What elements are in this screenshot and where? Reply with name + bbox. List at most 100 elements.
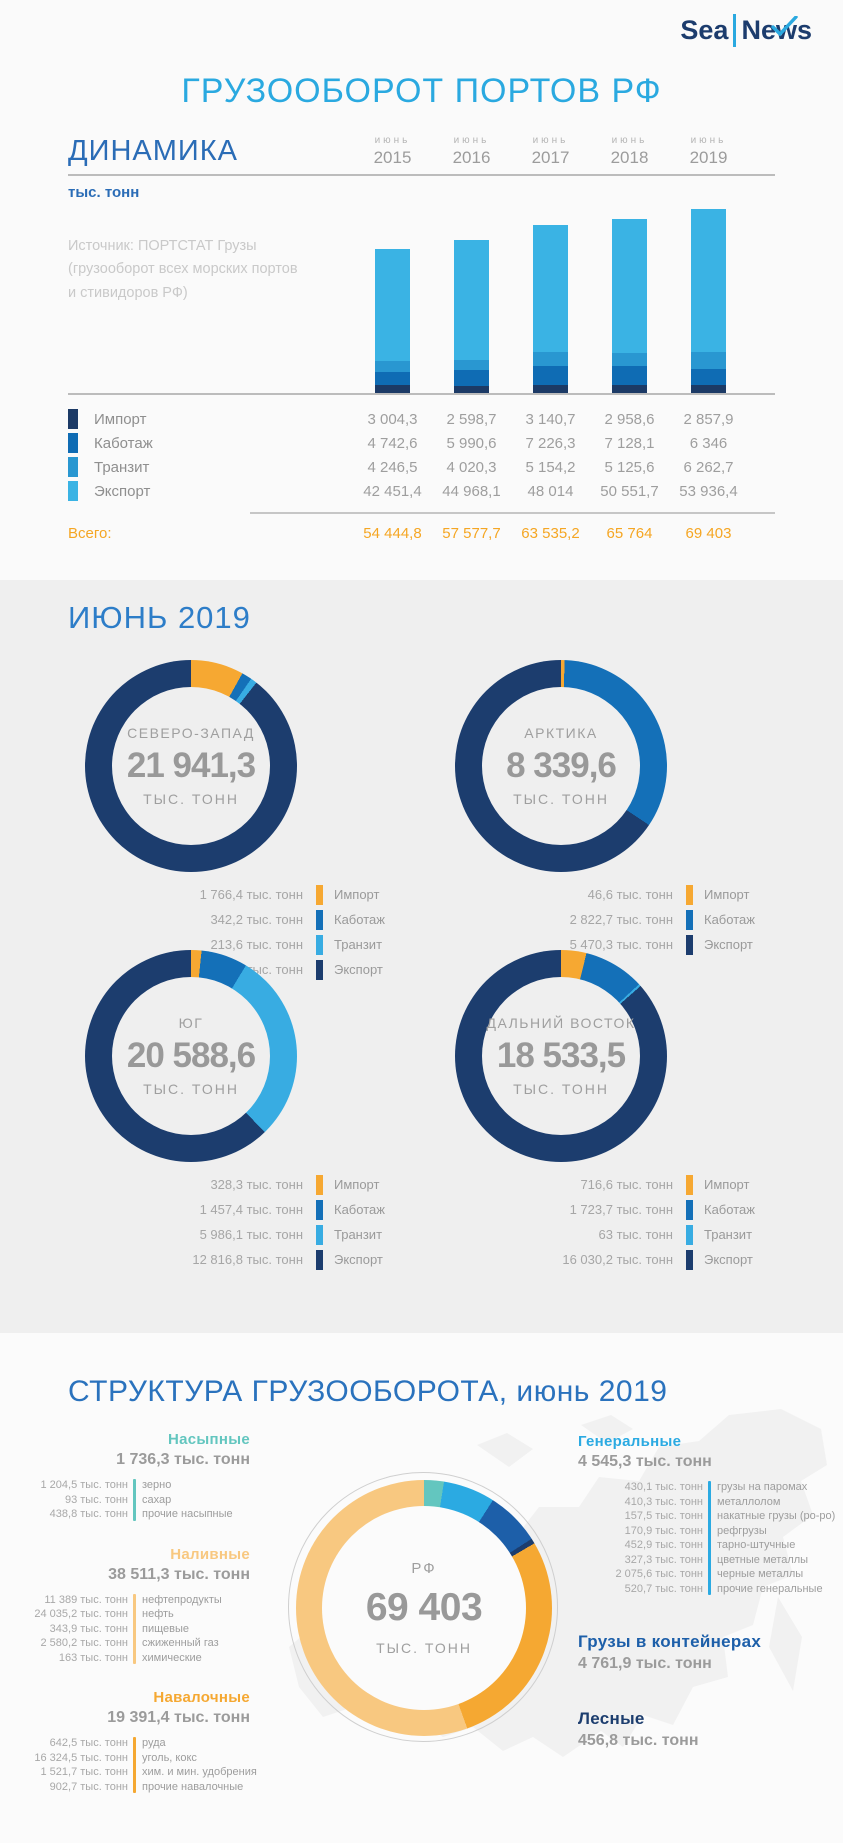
- year-header: июнь 2019: [669, 135, 748, 168]
- item-value: 16 324,5 тыс. тонн: [34, 1751, 128, 1764]
- series-value: 44 968,1: [442, 482, 501, 500]
- year-label: 2018: [610, 148, 649, 167]
- cargo-group: Лесные 456,8 тыс. тонн: [578, 1709, 843, 1750]
- rf-total: 69 403: [365, 1586, 483, 1629]
- series-value: 4 246,5: [367, 458, 418, 476]
- bar-segment-cabotage: [691, 368, 726, 386]
- dynamics-section: Sea News ГРУЗООБОРОТ ПОРТОВ РФ ДИНАМИКА …: [0, 0, 843, 580]
- series-value: 2 857,9: [683, 410, 734, 428]
- dynamics-table: Импорт 3 004,3 2 598,7 3 140,7 2 958,6 2 857,…: [68, 407, 775, 545]
- legend-value: 12 816,8 тыс. тонн: [192, 1252, 303, 1267]
- bar-segment-export: [454, 240, 489, 360]
- import-legend-swatch: [316, 1174, 323, 1195]
- table-row: Экспорт 42 451,4 44 968,1 48 014 50 551,7 53 …: [68, 479, 775, 503]
- table-row: Каботаж 4 742,6 5 990,6 7 226,3 7 128,1 6 346: [68, 431, 775, 455]
- region-legend: 46,6 тыс. тонн Импорт 2 822,7 тыс. тонн Каб…: [455, 882, 800, 957]
- logo-divider: [733, 14, 737, 47]
- group-total: 4 545,3 тыс. тонн: [578, 1453, 712, 1470]
- year-header: июнь 2017: [511, 135, 590, 168]
- region-unit-label: ТЫС. ТОНН: [143, 791, 239, 807]
- legend-label: Каботаж: [334, 1202, 385, 1217]
- rf-label: РФ: [411, 1560, 437, 1577]
- cabotage-legend-swatch: [686, 909, 693, 930]
- region-donut: СЕВЕРО-ЗАПАД 21 941,3 ТЫС. ТОНН: [85, 660, 297, 872]
- item-value: 2 075,6 тыс. тонн: [615, 1568, 704, 1580]
- export-legend-swatch: [686, 1249, 693, 1270]
- export-legend-swatch: [686, 934, 693, 955]
- item-value: 452,9 тыс. тонн: [624, 1539, 703, 1551]
- item-label: уголь, кокс: [142, 1751, 197, 1764]
- item-label: рефгрузы: [717, 1524, 767, 1537]
- totals-value: 69 403: [685, 524, 732, 542]
- item-label: цветные металлы: [717, 1553, 809, 1566]
- stacked-bar: [533, 224, 568, 393]
- legend-value: 1 766,4 тыс. тонн: [199, 887, 303, 902]
- item-label: химические: [142, 1651, 202, 1664]
- stacked-bar: [375, 248, 410, 393]
- cabotage-legend-swatch: [316, 909, 323, 930]
- item-value: 163 тыс. тонн: [58, 1651, 128, 1664]
- series-value: 5 125,6: [604, 458, 655, 476]
- item-value: 1 204,5 тыс. тонн: [40, 1479, 129, 1491]
- series-value: 2 598,7: [446, 410, 497, 428]
- legend-row: 1 766,4 тыс. тонн Импорт: [85, 882, 430, 907]
- logo-news: News: [741, 15, 812, 45]
- group-color-line: [708, 1481, 711, 1595]
- item-label: сахар: [142, 1493, 172, 1506]
- series-value: 4 020,3: [446, 458, 497, 476]
- bar-segment-import: [454, 386, 489, 393]
- group-total: 38 511,3 тыс. тонн: [108, 1565, 250, 1583]
- legend-label: Транзит: [704, 1227, 753, 1242]
- bar-segment-import: [533, 384, 568, 393]
- cargo-group: Наливные 38 511,3 тыс. тонн 11 389 тыс. то…: [0, 1546, 250, 1666]
- month-label: июнь: [453, 135, 490, 146]
- transit-legend-swatch: [68, 457, 78, 477]
- stacked-bar-chart: [353, 209, 748, 393]
- region-chart: ЮГ 20 588,6 ТЫС. ТОНН 328,3 тыс. тонн Импорт…: [85, 950, 430, 1272]
- month-label: июнь: [611, 135, 648, 146]
- legend-row: 213,6 тыс. тонн Транзит: [85, 932, 430, 957]
- export-legend-swatch: [316, 1249, 323, 1270]
- item-values: 430,1 тыс. тонн 410,3 тыс. тонн 157,5 тыс.…: [578, 1480, 704, 1596]
- legend-label: Экспорт: [704, 937, 753, 952]
- legend-row: 63 тыс. тонн Транзит: [455, 1222, 800, 1247]
- legend-row: 12 816,8 тыс. тонн Экспорт: [85, 1247, 430, 1272]
- item-value: 157,5 тыс. тонн: [624, 1510, 703, 1522]
- legend-label: Импорт: [334, 887, 380, 902]
- totals-value: 65 764: [606, 524, 653, 542]
- item-value: 2 580,2 тыс. тонн: [40, 1637, 129, 1649]
- group-total: 1 736,3 тыс. тонн: [116, 1451, 250, 1468]
- legend-value: 5 470,3 тыс. тонн: [569, 937, 673, 952]
- legend-value: 46,6 тыс. тонн: [587, 887, 673, 902]
- legend-row: 2 822,7 тыс. тонн Каботаж: [455, 907, 800, 932]
- item-label: прочие генеральные: [717, 1582, 823, 1595]
- cabotage-legend-swatch: [68, 433, 78, 453]
- legend-label: Транзит: [334, 1227, 383, 1242]
- region-unit-label: ТЫС. ТОНН: [143, 1081, 239, 1097]
- item-value: 170,9 тыс. тонн: [624, 1524, 703, 1537]
- group-items: 1 204,5 тыс. тонн 93 тыс. тонн 438,8 тыс. …: [0, 1478, 250, 1522]
- item-label: прочие насыпные: [142, 1508, 233, 1520]
- year-label: 2019: [689, 148, 728, 167]
- item-label: нефтепродукты: [142, 1593, 222, 1606]
- region-donut-hole: ЮГ 20 588,6 ТЫС. ТОНН: [112, 977, 270, 1135]
- bar-segment-export: [691, 209, 726, 353]
- region-total: 18 533,5: [496, 1036, 626, 1075]
- legend-row: 16 030,2 тыс. тонн Экспорт: [455, 1247, 800, 1272]
- cargo-group: Грузы в контейнерах 4 761,9 тыс. тонн: [578, 1632, 843, 1673]
- legend-label: Экспорт: [334, 1252, 383, 1267]
- region-donut: АРКТИКА 8 339,6 ТЫС. ТОНН: [455, 660, 667, 872]
- year-header: июнь 2018: [590, 135, 669, 168]
- transit-legend-swatch: [316, 1224, 323, 1245]
- bar-segment-transit: [612, 352, 647, 367]
- region-name: АРКТИКА: [524, 725, 598, 741]
- legend-value: 213,6 тыс. тонн: [210, 937, 303, 952]
- region-name: СЕВЕРО-ЗАПАД: [127, 725, 255, 741]
- legend-value: 1 457,4 тыс. тонн: [199, 1202, 303, 1217]
- item-label: хим. и мин. удобрения: [142, 1766, 257, 1778]
- totals-row: Всего: 54 444,8 57 577,7 63 535,2 65 764 69 4…: [68, 521, 775, 545]
- legend-label: Импорт: [704, 1177, 750, 1192]
- totals-value: 63 535,2: [521, 524, 580, 542]
- series-value: 48 014: [527, 482, 574, 500]
